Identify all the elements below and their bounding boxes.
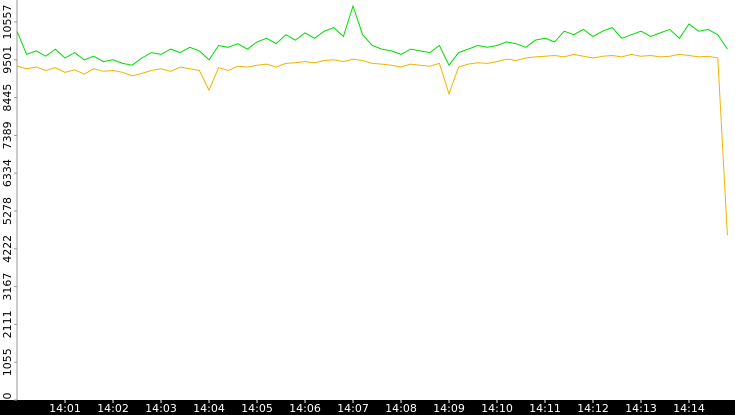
x-tick-label: 14:08 — [385, 402, 417, 415]
x-tick-label: 14:01 — [49, 402, 81, 415]
x-tick-label: 14:12 — [577, 402, 609, 415]
x-tick-label: 14:02 — [97, 402, 129, 415]
x-tick-label: 14:13 — [625, 402, 657, 415]
y-tick-label: 8445 — [1, 84, 14, 112]
x-axis-strip — [0, 400, 735, 415]
y-tick-label: 1055 — [1, 348, 14, 376]
x-tick-label: 14:03 — [145, 402, 177, 415]
x-tick-label: 14:07 — [337, 402, 369, 415]
y-tick-label: 7389 — [1, 121, 14, 149]
series-line — [16, 53, 728, 236]
series-line — [16, 4, 728, 67]
y-tick-label: 6334 — [1, 159, 14, 187]
y-tick-label: 3167 — [1, 273, 14, 301]
y-tick-label: 5278 — [1, 197, 14, 225]
x-tick-label: 14:09 — [433, 402, 465, 415]
x-tick-label: 14:14 — [673, 402, 705, 415]
y-tick-label: 2111 — [1, 310, 14, 338]
y-tick-label: 9501 — [1, 46, 14, 74]
y-tick-label: 0 — [1, 393, 14, 400]
x-tick-label: 14:06 — [289, 402, 321, 415]
x-tick-label: 14:11 — [529, 402, 561, 415]
x-tick-label: 14:04 — [193, 402, 225, 415]
y-tick-label: 4222 — [1, 235, 14, 263]
y-tick-label: 10557 — [1, 4, 14, 39]
x-tick-label: 14:10 — [481, 402, 513, 415]
x-tick-label: 14:05 — [241, 402, 273, 415]
